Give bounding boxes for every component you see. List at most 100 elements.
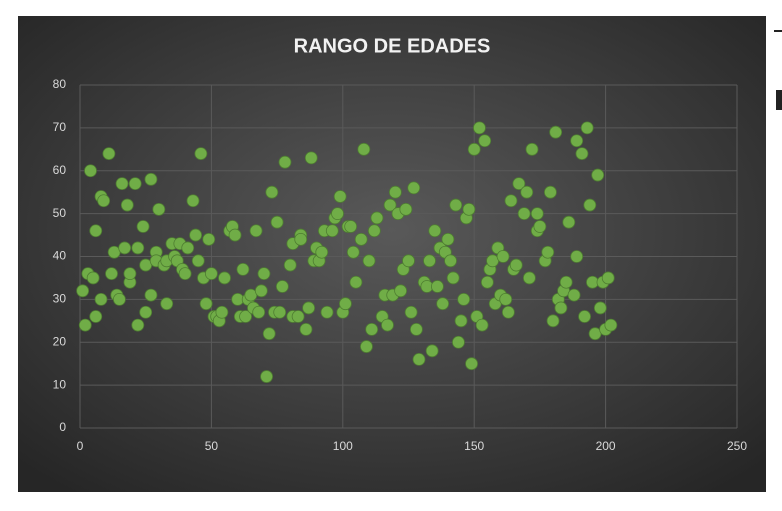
point bbox=[575, 147, 589, 161]
point bbox=[465, 357, 478, 371]
point bbox=[349, 275, 363, 289]
point bbox=[360, 340, 373, 353]
point bbox=[570, 134, 584, 148]
point bbox=[218, 271, 231, 285]
point bbox=[562, 215, 576, 229]
y-tick-label: 80 bbox=[53, 77, 67, 91]
point bbox=[320, 305, 334, 319]
x-tick-label: 200 bbox=[596, 439, 616, 453]
x-tick-label: 0 bbox=[77, 439, 84, 453]
point bbox=[139, 305, 153, 319]
point bbox=[431, 280, 444, 293]
point bbox=[467, 142, 481, 156]
point bbox=[339, 297, 352, 311]
y-tick-label: 40 bbox=[53, 249, 67, 263]
point bbox=[522, 271, 536, 285]
point bbox=[304, 151, 318, 165]
point bbox=[291, 310, 305, 323]
point bbox=[344, 220, 358, 233]
point bbox=[89, 310, 103, 323]
point bbox=[102, 147, 116, 161]
point bbox=[549, 125, 563, 139]
point bbox=[601, 271, 615, 285]
point bbox=[113, 292, 126, 306]
point bbox=[446, 271, 460, 285]
point bbox=[299, 322, 313, 336]
point bbox=[407, 181, 421, 195]
point bbox=[441, 232, 455, 246]
point bbox=[412, 352, 426, 366]
point bbox=[239, 310, 252, 323]
point bbox=[136, 220, 150, 233]
point bbox=[194, 147, 208, 161]
point bbox=[473, 121, 486, 135]
point bbox=[273, 305, 287, 319]
point bbox=[144, 172, 158, 186]
point bbox=[262, 327, 276, 341]
point bbox=[152, 202, 166, 216]
point bbox=[120, 198, 134, 212]
point bbox=[499, 292, 513, 306]
point bbox=[480, 275, 494, 289]
point bbox=[504, 194, 518, 208]
point bbox=[591, 168, 605, 182]
point bbox=[302, 301, 316, 315]
point bbox=[257, 267, 271, 281]
x-tick-label: 150 bbox=[464, 439, 484, 453]
edge-mark bbox=[776, 90, 782, 110]
point bbox=[425, 344, 439, 358]
chart-title: RANGO DE EDADES bbox=[294, 35, 491, 57]
y-tick-label: 50 bbox=[53, 206, 67, 220]
point bbox=[131, 241, 145, 255]
point bbox=[533, 220, 547, 233]
point bbox=[525, 142, 539, 156]
point bbox=[512, 177, 526, 191]
point bbox=[294, 232, 308, 246]
point bbox=[428, 224, 442, 238]
point bbox=[89, 224, 103, 238]
point bbox=[333, 190, 347, 203]
point bbox=[496, 250, 510, 263]
point bbox=[530, 207, 544, 221]
y-tick-label: 20 bbox=[53, 334, 67, 348]
y-tick-label: 60 bbox=[53, 163, 67, 177]
point bbox=[346, 245, 360, 259]
point bbox=[399, 202, 413, 216]
point bbox=[541, 245, 555, 259]
point bbox=[454, 314, 468, 328]
point bbox=[567, 288, 581, 302]
point bbox=[365, 322, 379, 336]
point bbox=[501, 305, 515, 319]
point bbox=[546, 314, 560, 328]
chart-background bbox=[18, 16, 766, 492]
point bbox=[128, 177, 142, 191]
point bbox=[367, 224, 381, 238]
point bbox=[462, 202, 476, 216]
point bbox=[186, 194, 200, 208]
point bbox=[78, 318, 92, 332]
point bbox=[593, 301, 607, 315]
point bbox=[370, 211, 384, 225]
point bbox=[118, 241, 132, 255]
point bbox=[604, 318, 618, 332]
point bbox=[475, 318, 489, 332]
point bbox=[583, 198, 597, 212]
point bbox=[478, 134, 492, 148]
point bbox=[449, 198, 463, 212]
point bbox=[275, 280, 289, 293]
point bbox=[249, 224, 263, 238]
point bbox=[270, 215, 284, 229]
point bbox=[331, 207, 344, 221]
edge-mark bbox=[774, 30, 782, 32]
x-tick-label: 100 bbox=[333, 439, 353, 453]
point bbox=[457, 292, 471, 306]
point bbox=[105, 267, 118, 281]
point bbox=[278, 155, 292, 169]
point bbox=[178, 267, 192, 281]
point bbox=[191, 254, 205, 268]
point bbox=[394, 284, 408, 298]
point bbox=[76, 284, 90, 298]
point bbox=[383, 198, 397, 212]
